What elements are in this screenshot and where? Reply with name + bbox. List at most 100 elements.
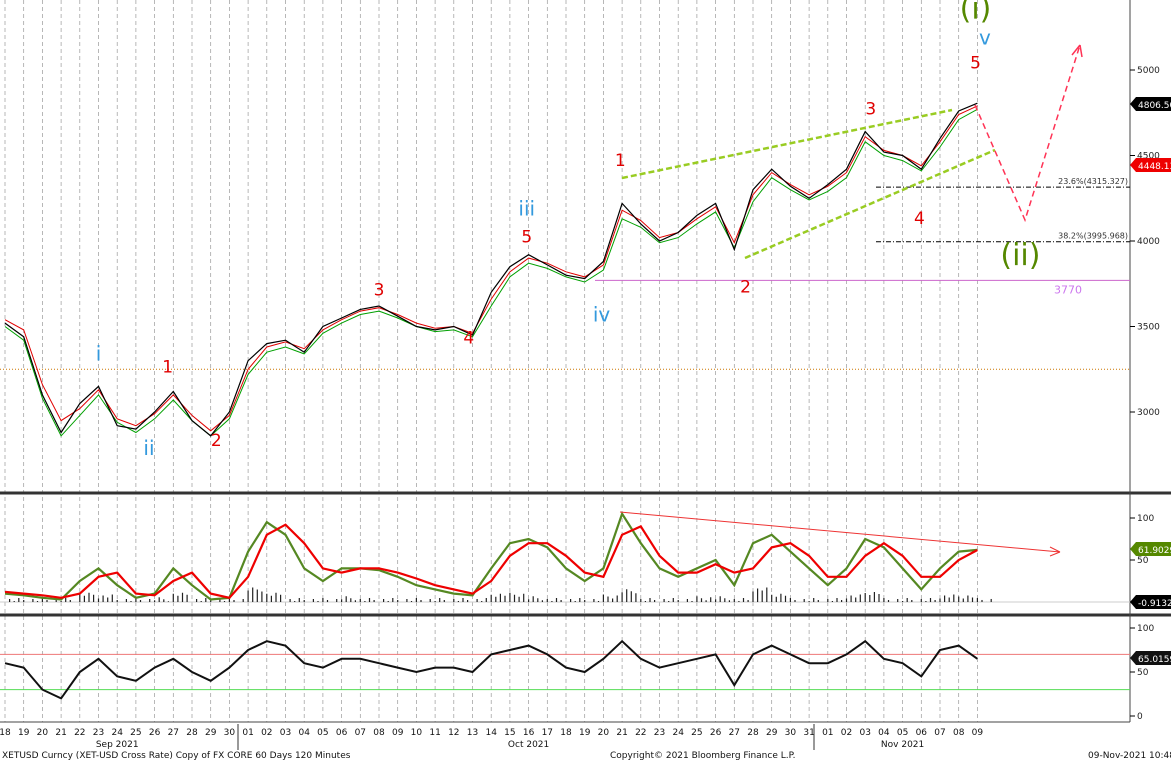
x-tick-label: 31 xyxy=(803,728,814,738)
x-tick-label: 14 xyxy=(485,728,497,738)
stochastic-d-line xyxy=(4,523,978,600)
x-tick-label: 10 xyxy=(411,728,423,738)
x-tick-label: 07 xyxy=(355,728,366,738)
x-tick-label: 25 xyxy=(130,728,141,738)
x-tick-label: 24 xyxy=(111,728,123,738)
last-price-tag: 4806.500 xyxy=(1138,101,1171,111)
price-red-line xyxy=(4,105,978,432)
y-tick-label: 100 xyxy=(1137,624,1154,634)
fibonacci-label: 38.2%(3995.968) xyxy=(1058,232,1128,241)
projection-path xyxy=(974,44,1081,223)
x-tick-label: 13 xyxy=(467,728,478,738)
x-tick-label: 08 xyxy=(373,728,385,738)
x-tick-label: 19 xyxy=(579,728,591,738)
rsi-last-tag: 65.0159 xyxy=(1138,655,1171,665)
x-tick-label: 18 xyxy=(560,728,572,738)
x-tick-label: 27 xyxy=(729,728,740,738)
price-green-line xyxy=(4,108,978,437)
wave-label: ii xyxy=(143,436,154,460)
y-tick-label: 3000 xyxy=(1137,408,1160,418)
red-price-tag-bg xyxy=(1130,158,1171,172)
timestamp: 09-Nov-2021 10:48:58 xyxy=(1088,751,1171,761)
wave-label: (ii) xyxy=(1000,238,1040,273)
wave-label: i xyxy=(96,342,102,366)
histogram-last-tag-bg xyxy=(1130,595,1171,609)
rsi-line xyxy=(4,639,978,700)
price-line xyxy=(4,102,978,437)
wave-label: 1 xyxy=(615,151,626,171)
x-tick-label: 23 xyxy=(93,728,104,738)
y-tick-label: 0 xyxy=(1137,712,1143,722)
wave-label: iv xyxy=(593,302,611,326)
x-tick-label: 01 xyxy=(242,728,253,738)
x-tick-label: 09 xyxy=(392,728,404,738)
wave-label: 3 xyxy=(865,99,876,119)
x-tick-label: 16 xyxy=(523,728,535,738)
y-tick-label: 50 xyxy=(1137,556,1149,566)
x-tick-label: 20 xyxy=(37,728,49,738)
stochastic-k-line xyxy=(4,511,978,601)
y-tick-label: 4500 xyxy=(1137,152,1160,162)
wave-label: 2 xyxy=(211,431,222,451)
x-tick-label: 17 xyxy=(542,728,553,738)
x-tick-label: 30 xyxy=(785,728,797,738)
x-tick-label: 06 xyxy=(916,728,928,738)
wave-label: 4 xyxy=(463,329,474,349)
x-tick-label: 06 xyxy=(336,728,348,738)
fibonacci-label: 23.6%(4315.327) xyxy=(1058,177,1128,186)
rsi-last-tag-bg xyxy=(1130,651,1171,665)
x-tick-label: 21 xyxy=(55,728,66,738)
y-tick-label: 3500 xyxy=(1137,323,1160,333)
divergence-arrow-icon xyxy=(1049,546,1061,557)
stochastic-last-tag: 61.9029 xyxy=(1138,546,1171,556)
x-tick-label: 15 xyxy=(504,728,515,738)
histogram-last-tag: -0.9132 xyxy=(1138,599,1171,609)
wave-label: 3 xyxy=(374,281,385,301)
y-tick-label: 100 xyxy=(1137,514,1154,524)
x-tick-label: 25 xyxy=(691,728,702,738)
wedge-upper-line xyxy=(621,108,953,180)
x-tick-label: 01 xyxy=(822,728,833,738)
copyright-text: Copyright© 2021 Bloomberg Finance L.P. xyxy=(610,751,796,761)
divergence-line xyxy=(619,511,1061,553)
x-tick-label: 04 xyxy=(298,728,310,738)
x-tick-label: 30 xyxy=(224,728,236,738)
x-tick-label: 20 xyxy=(598,728,610,738)
x-tick-label: 03 xyxy=(280,728,291,738)
x-tick-label: 05 xyxy=(317,728,328,738)
instrument-description: XETUSD Curncy (XET-USD Cross Rate) Copy … xyxy=(2,751,351,761)
y-tick-label: 50 xyxy=(1137,668,1149,678)
x-tick-label: 22 xyxy=(74,728,85,738)
x-tick-label: 09 xyxy=(972,728,984,738)
stochastic-last-tag-bg xyxy=(1130,542,1171,556)
x-tick-label: 28 xyxy=(747,728,759,738)
x-tick-label: 28 xyxy=(186,728,198,738)
wave-label: (i) xyxy=(960,0,992,27)
projection-arrow-icon xyxy=(1071,44,1083,58)
x-tick-label: 03 xyxy=(859,728,870,738)
x-tick-label: 02 xyxy=(261,728,272,738)
wave-label: 2 xyxy=(740,277,751,297)
y-tick-label: 4000 xyxy=(1137,237,1160,247)
x-tick-label: 11 xyxy=(429,728,440,738)
x-tick-label: 24 xyxy=(672,728,684,738)
wave-label: 4 xyxy=(914,209,925,229)
wave-label: iii xyxy=(518,196,535,220)
y-tick-label: 5000 xyxy=(1137,66,1160,76)
level-label: 3770 xyxy=(1054,283,1082,296)
x-tick-label: 22 xyxy=(635,728,646,738)
x-tick-label: 26 xyxy=(149,728,161,738)
wave-label: 5 xyxy=(521,228,532,248)
last-price-tag-bg xyxy=(1130,97,1171,111)
x-tick-label: 02 xyxy=(841,728,852,738)
x-tick-label: 26 xyxy=(710,728,722,738)
x-tick-label: 23 xyxy=(654,728,665,738)
x-tick-label: 08 xyxy=(953,728,965,738)
wave-label: v xyxy=(979,25,991,49)
month-label: Sep 2021 xyxy=(96,740,139,750)
month-label: Nov 2021 xyxy=(881,740,924,750)
red-price-tag: 4448.133 xyxy=(1138,162,1171,172)
wedge-lower-line xyxy=(744,148,996,260)
x-tick-label: 18 xyxy=(0,728,11,738)
